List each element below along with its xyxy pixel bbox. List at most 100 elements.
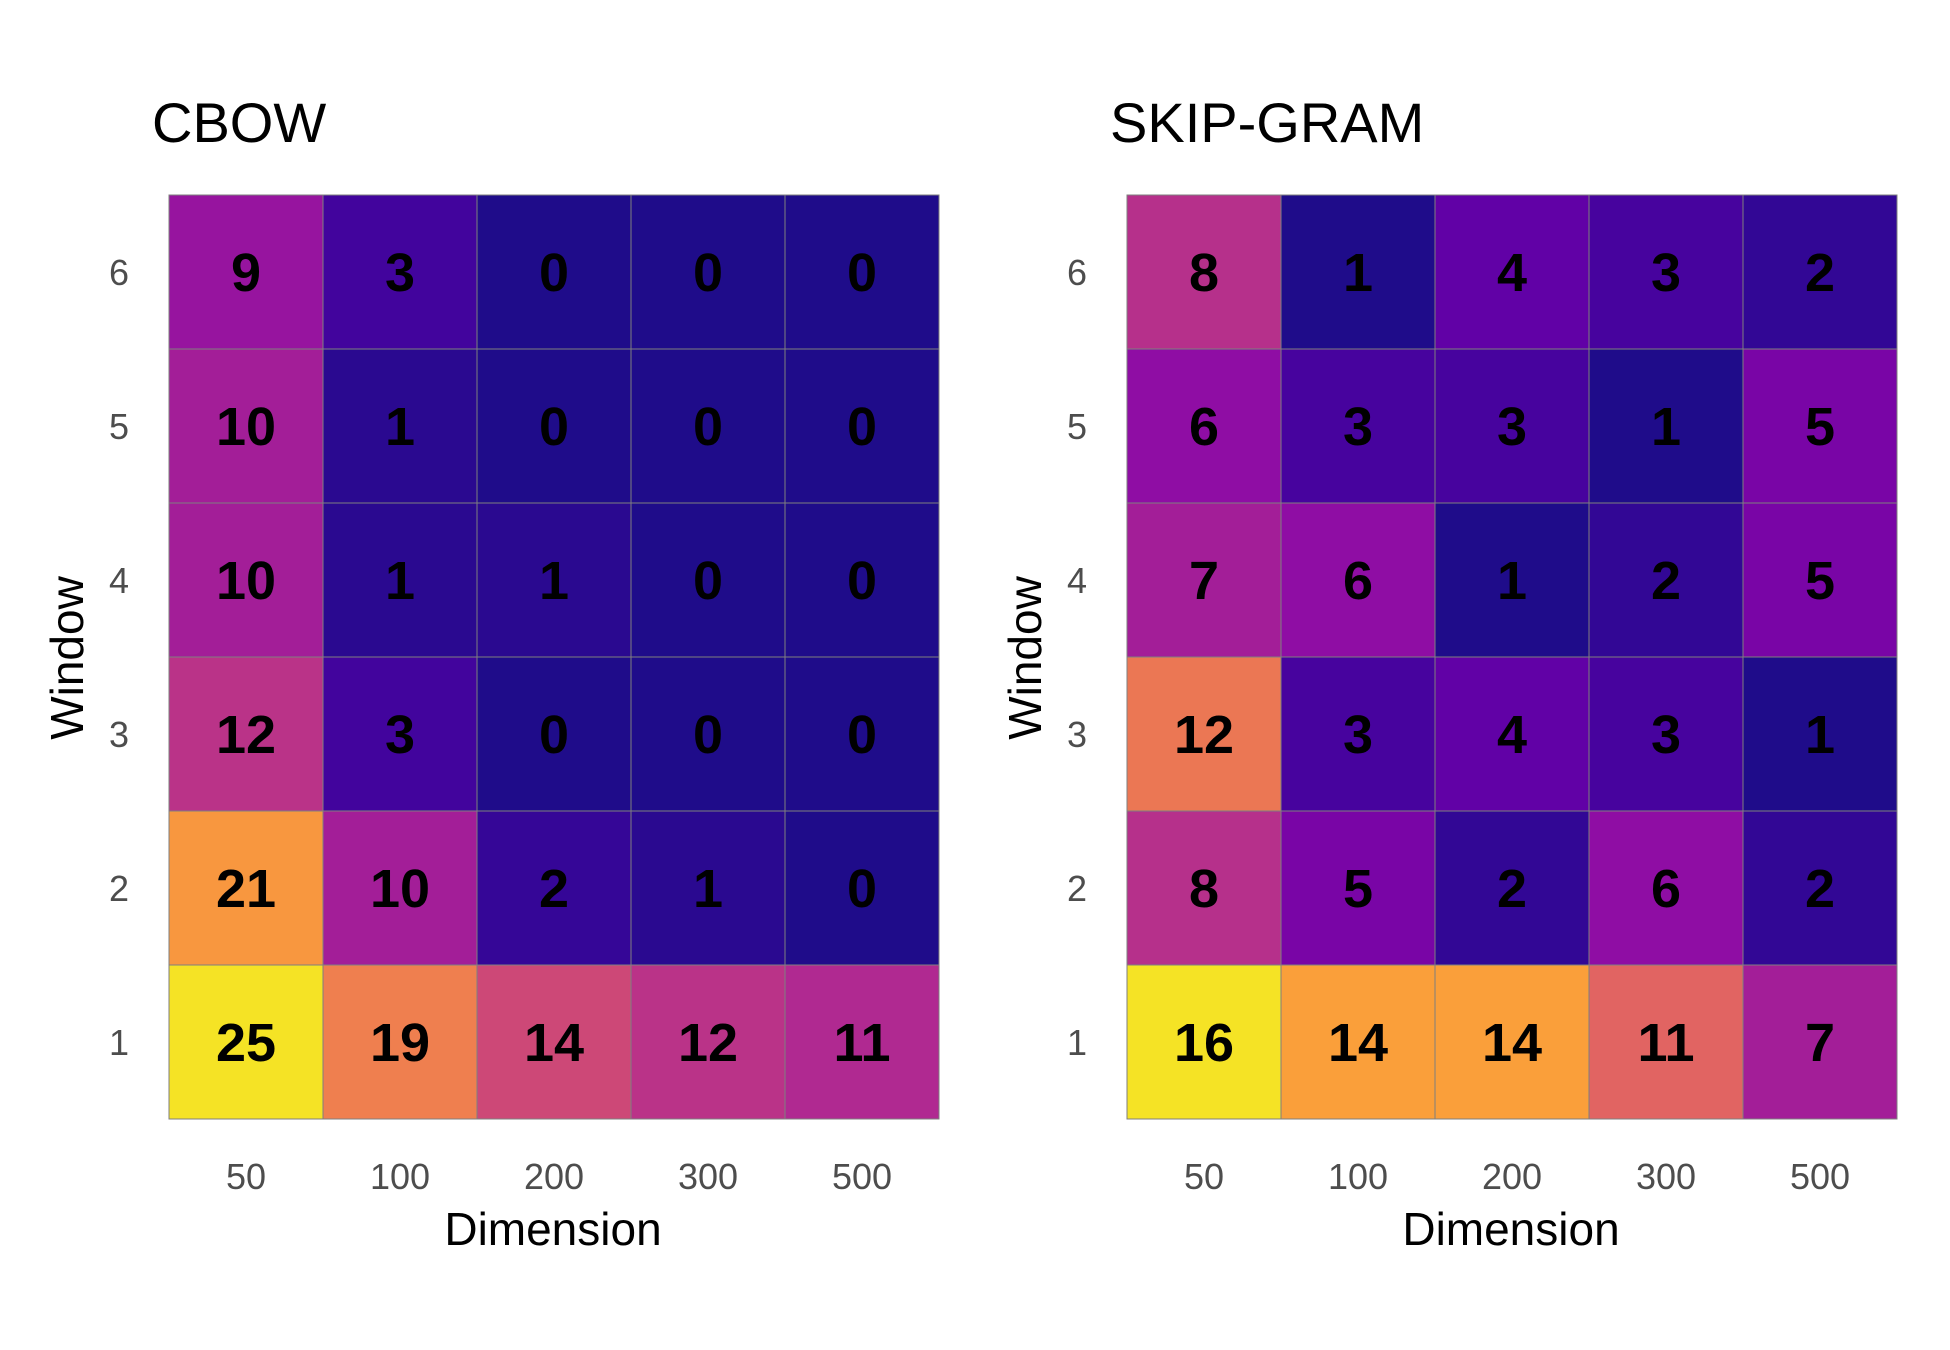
skip-gram-cell-label: 6: [1651, 859, 1681, 919]
cbow-cell-label: 1: [693, 859, 723, 919]
skip-gram-cell-window-2-dim-500: [1742, 810, 1898, 966]
skip-gram-cell-window-2-dim-50: [1126, 810, 1282, 966]
cbow-cell-window-6-dim-500: [784, 194, 940, 350]
cbow-x-tick-label: 100: [370, 1156, 430, 1197]
skip-gram-y-ticks: 1 2 3 4 5 6: [1067, 252, 1087, 1063]
cbow-cell-window-2-dim-500: [784, 810, 940, 966]
skip-gram-cell-label: 1: [1651, 397, 1681, 457]
cbow-cell-window-4-dim-500: [784, 502, 940, 658]
cbow-cell-window-1-dim-100: [322, 964, 478, 1120]
skip-gram-cell-window-5-dim-300: [1588, 348, 1744, 504]
cbow-cell-window-6-dim-200: [476, 194, 632, 350]
skip-gram-cell-label: 8: [1189, 859, 1219, 919]
skip-gram-cell-label: 5: [1343, 859, 1373, 919]
skip-gram-cell-label: 7: [1189, 551, 1219, 611]
skip-gram-cell-label: 14: [1482, 1013, 1542, 1073]
skip-gram-x-tick-label: 50: [1184, 1156, 1224, 1197]
skip-gram-cell-window-6-dim-200: [1434, 194, 1590, 350]
cbow-cell-label: 25: [216, 1013, 276, 1073]
skip-gram-cell-label: 7: [1805, 1013, 1835, 1073]
cbow-cell-window-2-dim-100: [322, 810, 478, 966]
skip-gram-cell-label: 3: [1651, 243, 1681, 303]
skip-gram-y-tick-label: 3: [1067, 714, 1087, 755]
cbow-cell-label: 10: [370, 859, 430, 919]
cbow-cell-window-5-dim-500: [784, 348, 940, 504]
skip-gram-cell-label: 3: [1651, 705, 1681, 765]
skip-gram-title: SKIP-GRAM: [1110, 91, 1424, 154]
skip-gram-cell-window-3-dim-300: [1588, 656, 1744, 812]
cbow-cell-label: 0: [539, 397, 569, 457]
cbow-cell-label: 1: [385, 397, 415, 457]
cbow-x-tick-label: 300: [678, 1156, 738, 1197]
skip-gram-cell-label: 2: [1805, 243, 1835, 303]
cbow-cell-window-2-dim-200: [476, 810, 632, 966]
cbow-cell-label: 0: [847, 551, 877, 611]
cbow-y-tick-label: 5: [109, 406, 129, 447]
cbow-cell-window-5-dim-50: [168, 348, 324, 504]
skip-gram-cell-window-3-dim-100: [1280, 656, 1436, 812]
cbow-cell-label: 0: [847, 705, 877, 765]
skip-gram-cell-window-4-dim-300: [1588, 502, 1744, 658]
cbow-cell-label: 9: [231, 243, 261, 303]
cbow-cell-window-4-dim-50: [168, 502, 324, 658]
cbow-x-tick-label: 50: [226, 1156, 266, 1197]
skip-gram-cell-window-2-dim-200: [1434, 810, 1590, 966]
skip-gram-cell-window-1-dim-300: [1588, 964, 1744, 1120]
cbow-cell-label: 14: [524, 1013, 584, 1073]
cbow-cell-label: 0: [847, 243, 877, 303]
skip-gram-x-tick-label: 200: [1482, 1156, 1542, 1197]
cbow-cell-label: 0: [847, 397, 877, 457]
cbow-cell-window-4-dim-300: [630, 502, 786, 658]
cbow-x-axis-label: Dimension: [444, 1203, 661, 1255]
cbow-title: CBOW: [152, 91, 326, 154]
skip-gram-cell-label: 12: [1174, 705, 1234, 765]
skip-gram-cell-label: 5: [1805, 551, 1835, 611]
cbow-cell-label: 0: [539, 243, 569, 303]
cbow-cell-label: 21: [216, 859, 276, 919]
skip-gram-cell-window-3-dim-50: [1126, 656, 1282, 812]
skip-gram-cell-label: 8: [1189, 243, 1219, 303]
cbow-y-tick-label: 4: [109, 560, 129, 601]
cbow-cell-window-3-dim-200: [476, 656, 632, 812]
cbow-cell-label: 0: [693, 397, 723, 457]
cbow-cell-label: 19: [370, 1013, 430, 1073]
skip-gram-cell-label: 3: [1343, 705, 1373, 765]
skip-gram-cell-window-6-dim-100: [1280, 194, 1436, 350]
cbow-cell-window-6-dim-100: [322, 194, 478, 350]
skip-gram-cell-window-5-dim-500: [1742, 348, 1898, 504]
cbow-cell-label: 11: [833, 1013, 890, 1073]
cbow-cell-window-2-dim-50: [168, 810, 324, 966]
skip-gram-cell-label: 6: [1343, 551, 1373, 611]
cbow-cell-window-1-dim-500: [784, 964, 940, 1120]
skip-gram-panel: SKIP-GRAM 16 14 14 11 78 5 2 6 212 3 4 3 17 6 1 2 56 3 3 1 5…: [999, 91, 1898, 1255]
skip-gram-cell-label: 14: [1328, 1013, 1388, 1073]
cbow-cell-label: 10: [216, 551, 276, 611]
skip-gram-x-axis-label: Dimension: [1402, 1203, 1619, 1255]
skip-gram-cell-label: 2: [1805, 859, 1835, 919]
cbow-cell-label: 1: [539, 551, 569, 611]
cbow-y-tick-label: 1: [109, 1022, 129, 1063]
cbow-cell-window-1-dim-300: [630, 964, 786, 1120]
skip-gram-y-axis-label: Window: [999, 575, 1051, 739]
skip-gram-y-tick-label: 2: [1067, 868, 1087, 909]
skip-gram-y-tick-label: 4: [1067, 560, 1087, 601]
skip-gram-y-tick-label: 6: [1067, 252, 1087, 293]
skip-gram-cell-window-4-dim-100: [1280, 502, 1436, 658]
cbow-cell-label: 0: [539, 705, 569, 765]
skip-gram-cell-window-3-dim-500: [1742, 656, 1898, 812]
cbow-y-tick-label: 3: [109, 714, 129, 755]
cbow-cell-window-4-dim-100: [322, 502, 478, 658]
skip-gram-cell-label: 2: [1651, 551, 1681, 611]
skip-gram-cell-window-2-dim-300: [1588, 810, 1744, 966]
cbow-cell-window-4-dim-200: [476, 502, 632, 658]
skip-gram-cell-window-2-dim-100: [1280, 810, 1436, 966]
skip-gram-cell-window-3-dim-200: [1434, 656, 1590, 812]
cbow-cell-window-3-dim-500: [784, 656, 940, 812]
skip-gram-cell-label: 5: [1805, 397, 1835, 457]
cbow-y-tick-label: 6: [109, 252, 129, 293]
skip-gram-cell-label: 11: [1637, 1013, 1694, 1073]
cbow-cell-window-2-dim-300: [630, 810, 786, 966]
skip-gram-x-tick-label: 300: [1636, 1156, 1696, 1197]
